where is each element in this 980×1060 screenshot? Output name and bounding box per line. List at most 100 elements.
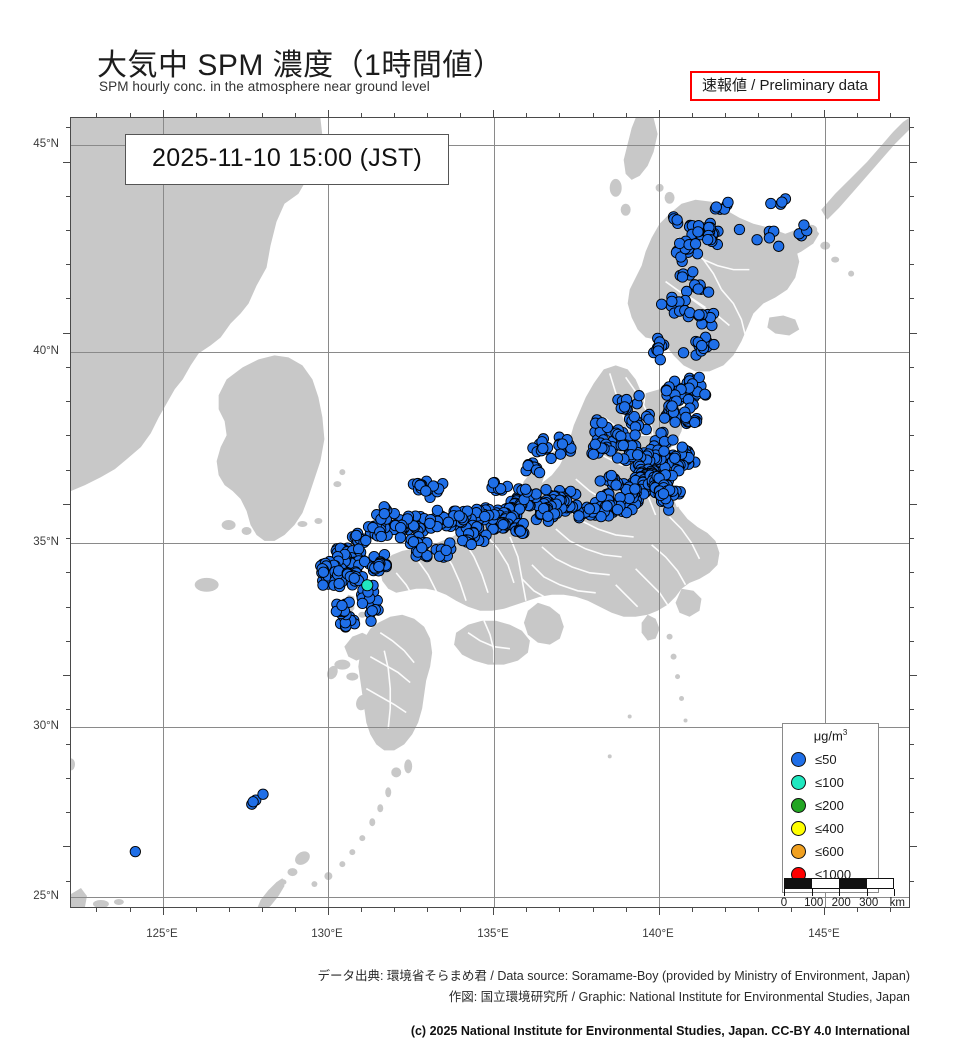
observation-marker[interactable]	[666, 400, 678, 412]
observation-marker[interactable]	[710, 201, 722, 213]
observation-marker[interactable]	[533, 466, 546, 479]
observation-marker[interactable]	[542, 510, 554, 522]
observation-marker[interactable]	[601, 500, 613, 512]
observation-marker[interactable]	[564, 485, 577, 498]
observation-marker[interactable]	[689, 416, 701, 429]
observation-marker[interactable]	[317, 579, 329, 591]
observation-marker[interactable]	[687, 266, 699, 278]
observation-marker[interactable]	[583, 503, 596, 515]
observation-marker[interactable]	[595, 490, 608, 503]
observation-marker[interactable]	[129, 846, 141, 858]
observation-marker[interactable]	[424, 517, 436, 530]
observation-marker[interactable]	[378, 508, 390, 520]
observation-marker[interactable]	[611, 452, 624, 464]
observation-marker[interactable]	[350, 529, 362, 542]
observation-marker[interactable]	[416, 542, 428, 554]
observation-marker[interactable]	[696, 339, 708, 352]
observation-marker[interactable]	[658, 445, 670, 457]
observation-marker[interactable]	[407, 536, 420, 548]
observation-marker[interactable]	[798, 219, 810, 231]
observation-marker[interactable]	[676, 271, 689, 283]
observation-marker[interactable]	[633, 390, 645, 402]
observation-marker[interactable]	[773, 240, 785, 252]
observation-marker[interactable]	[660, 385, 673, 397]
observation-marker[interactable]	[453, 510, 465, 522]
observation-marker[interactable]	[693, 371, 705, 384]
observation-marker[interactable]	[530, 488, 542, 500]
observation-marker[interactable]	[693, 309, 705, 321]
observation-marker[interactable]	[519, 483, 532, 495]
observation-marker[interactable]	[545, 452, 557, 465]
observation-marker[interactable]	[699, 388, 711, 400]
observation-marker[interactable]	[537, 442, 549, 455]
observation-marker[interactable]	[733, 223, 746, 236]
observation-marker[interactable]	[394, 521, 407, 534]
observation-marker[interactable]	[751, 234, 763, 246]
observation-marker[interactable]	[361, 579, 374, 592]
observation-marker[interactable]	[671, 214, 683, 226]
observation-marker[interactable]	[666, 295, 678, 307]
observation-marker[interactable]	[431, 504, 444, 517]
observation-marker[interactable]	[495, 483, 507, 495]
observation-marker[interactable]	[681, 285, 693, 298]
observation-marker[interactable]	[680, 411, 692, 423]
observation-marker[interactable]	[421, 549, 433, 562]
observation-marker[interactable]	[336, 599, 348, 612]
observation-marker[interactable]	[677, 347, 690, 359]
observation-marker[interactable]	[365, 615, 377, 627]
observation-marker[interactable]	[594, 475, 606, 487]
observation-marker[interactable]	[247, 796, 259, 808]
observation-marker[interactable]	[629, 429, 641, 441]
observation-marker[interactable]	[479, 510, 491, 523]
observation-marker[interactable]	[317, 566, 330, 578]
observation-marker[interactable]	[692, 226, 704, 238]
observation-marker[interactable]	[674, 237, 686, 249]
observation-marker[interactable]	[669, 452, 681, 464]
observation-marker[interactable]	[658, 412, 671, 424]
observation-marker[interactable]	[615, 430, 627, 442]
observation-marker[interactable]	[420, 485, 432, 497]
observation-marker[interactable]	[776, 196, 788, 208]
observation-marker[interactable]	[643, 413, 655, 425]
observation-marker[interactable]	[610, 479, 622, 491]
observation-marker[interactable]	[497, 519, 509, 531]
observation-marker[interactable]	[257, 788, 269, 800]
observation-marker[interactable]	[702, 233, 714, 246]
observation-marker[interactable]	[333, 577, 345, 590]
observation-marker[interactable]	[540, 484, 552, 496]
observation-marker[interactable]	[689, 238, 702, 250]
observation-marker[interactable]	[442, 516, 455, 528]
observation-marker[interactable]	[348, 572, 360, 584]
observation-marker[interactable]	[514, 525, 526, 537]
observation-marker[interactable]	[487, 477, 500, 489]
observation-marker[interactable]	[702, 286, 715, 298]
observation-marker[interactable]	[366, 605, 378, 617]
observation-marker[interactable]	[573, 510, 585, 522]
observation-marker[interactable]	[763, 232, 776, 244]
observation-marker[interactable]	[667, 434, 679, 446]
observation-marker[interactable]	[352, 543, 365, 555]
observation-marker[interactable]	[631, 449, 644, 461]
observation-marker[interactable]	[556, 438, 569, 450]
observation-marker[interactable]	[669, 416, 681, 428]
observation-marker[interactable]	[611, 503, 624, 516]
observation-markers-layer[interactable]	[71, 118, 909, 907]
observation-marker[interactable]	[440, 544, 452, 556]
observation-marker[interactable]	[654, 354, 666, 366]
observation-marker[interactable]	[596, 417, 608, 429]
observation-marker[interactable]	[628, 410, 640, 423]
observation-marker[interactable]	[765, 197, 777, 210]
observation-marker[interactable]	[629, 483, 641, 495]
observation-marker[interactable]	[618, 401, 631, 413]
observation-marker[interactable]	[722, 196, 734, 209]
observation-marker[interactable]	[356, 597, 369, 610]
observation-marker[interactable]	[360, 534, 372, 547]
observation-marker[interactable]	[676, 441, 688, 453]
observation-marker[interactable]	[375, 530, 387, 543]
observation-marker[interactable]	[692, 283, 704, 295]
map-plot-area[interactable]	[70, 117, 910, 908]
observation-marker[interactable]	[554, 448, 567, 460]
observation-marker[interactable]	[617, 439, 629, 451]
observation-marker[interactable]	[708, 338, 720, 351]
observation-marker[interactable]	[358, 555, 371, 568]
